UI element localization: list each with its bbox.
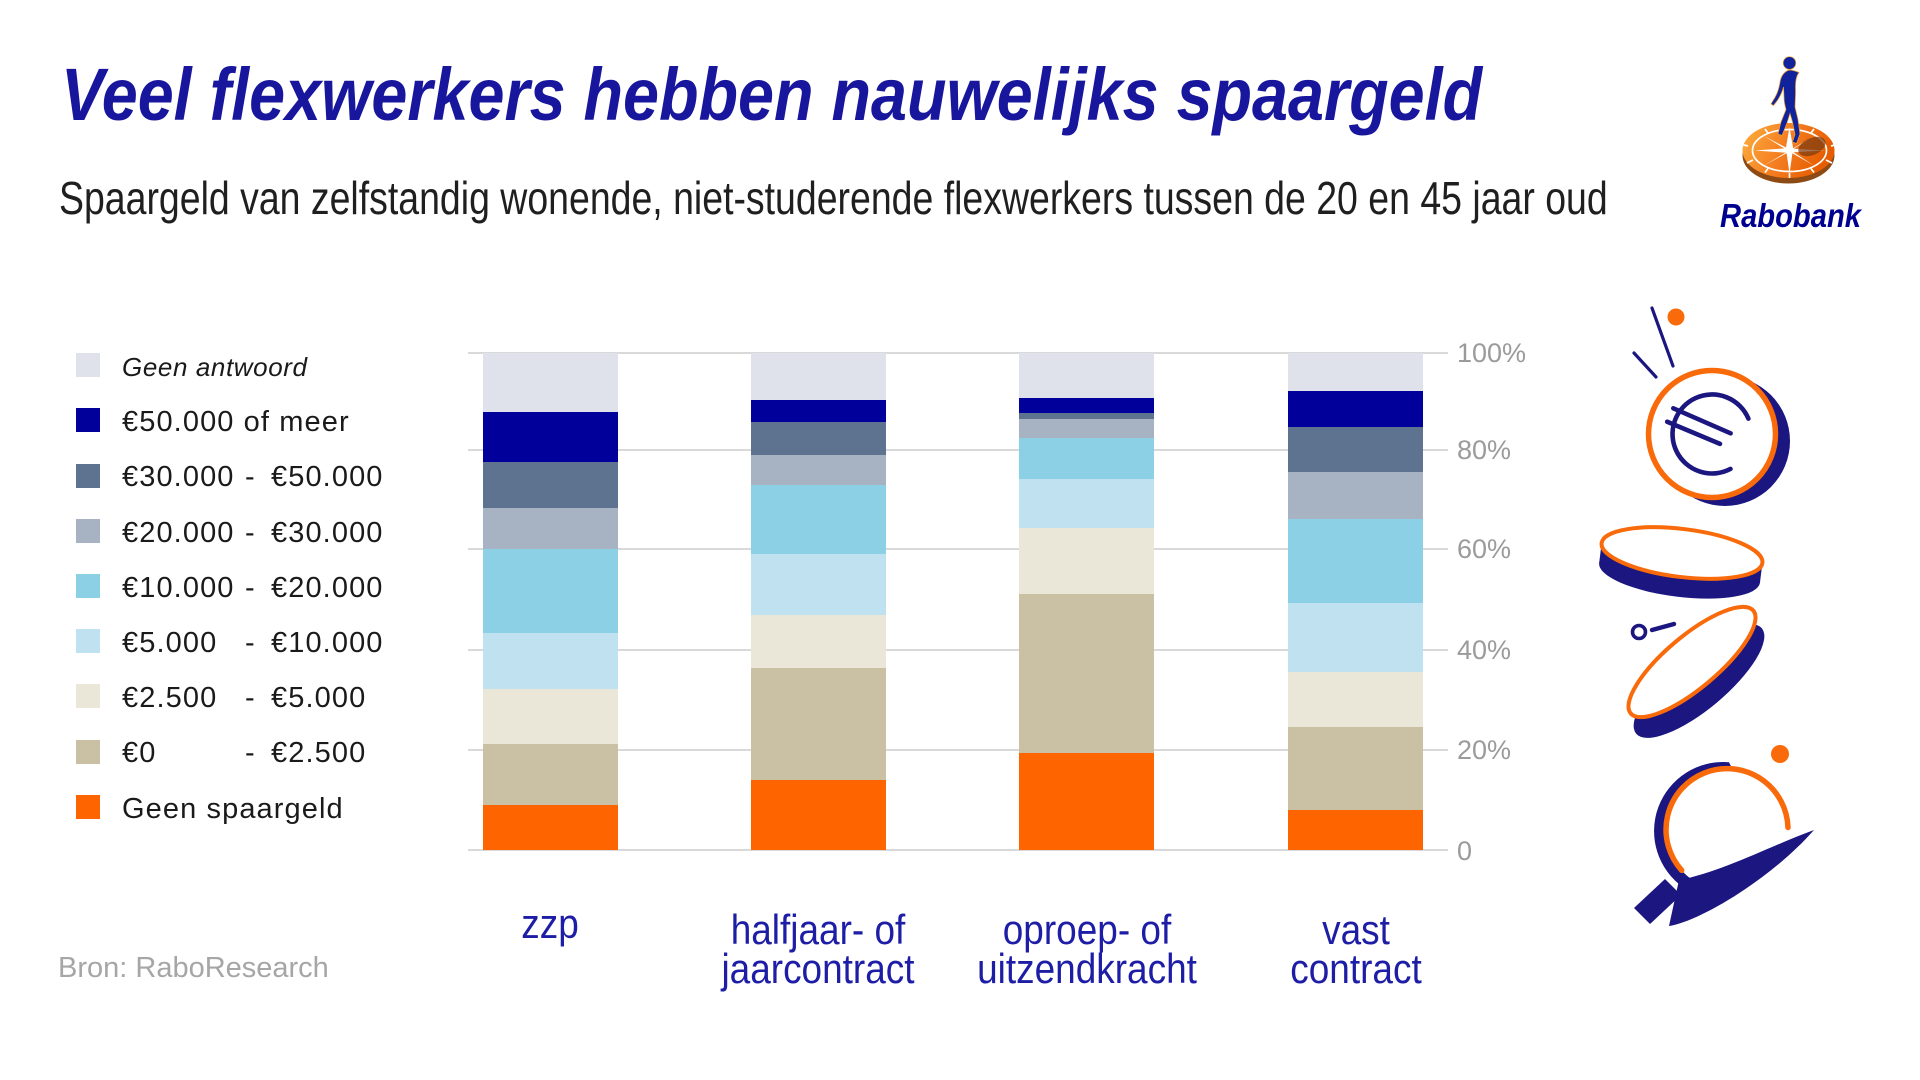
svg-text:Rabobank: Rabobank — [1720, 197, 1862, 234]
